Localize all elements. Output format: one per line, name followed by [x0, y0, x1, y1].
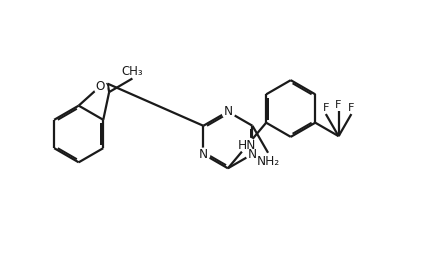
Text: F: F	[335, 100, 342, 110]
Text: F: F	[322, 103, 329, 113]
Text: O: O	[95, 80, 105, 93]
Text: N: N	[248, 148, 257, 161]
Text: NH₂: NH₂	[257, 155, 280, 168]
Text: N: N	[199, 148, 208, 161]
Text: N: N	[223, 105, 233, 118]
Text: HN: HN	[238, 139, 256, 152]
Text: CH₃: CH₃	[122, 64, 143, 78]
Text: F: F	[348, 103, 354, 113]
